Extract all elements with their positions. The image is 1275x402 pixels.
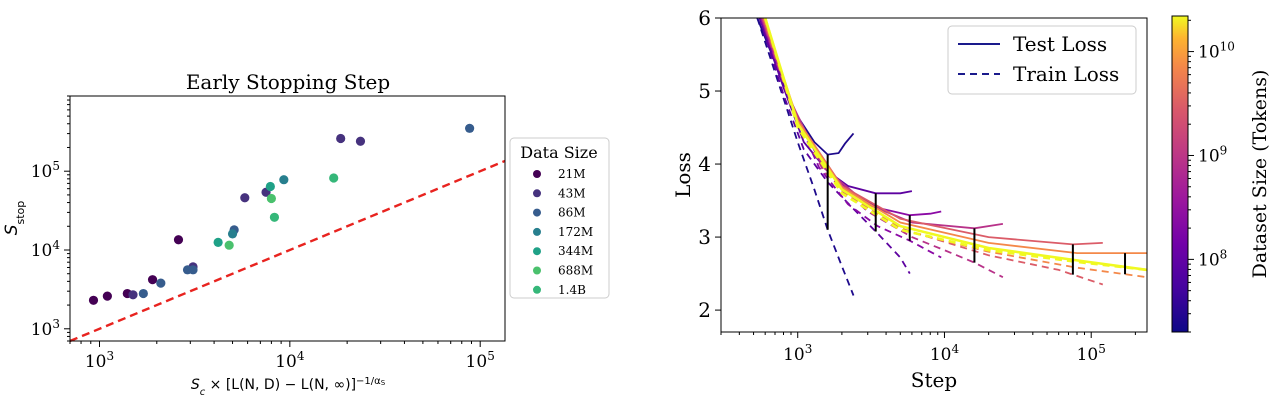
legend-marker-21M <box>533 170 541 178</box>
scatter-point-43M <box>128 290 138 300</box>
colorbar-tick-label: 108 <box>1198 247 1227 270</box>
scatter-point-688M <box>224 240 234 250</box>
scatter-point-688M <box>266 193 276 204</box>
loss-curves <box>756 18 1147 296</box>
y-axis-label: Sstop <box>2 201 27 236</box>
y-tick-label: 105 <box>31 159 60 182</box>
loss-curves-chart: 103 104 105 2 3 4 5 6 Step Loss Test Loss Trai… <box>671 6 1271 392</box>
early-stop-markers <box>826 154 1127 275</box>
x-tick-label: 104 <box>930 342 960 365</box>
legend-label-1.4B: 1.4B <box>558 283 586 297</box>
scatter-point-172M <box>279 175 289 185</box>
legend: Data Size 21M 43M 86M 172M 344M 688M 1.4B <box>509 137 610 299</box>
scatter-point-172M <box>227 229 238 239</box>
test-loss-curve <box>763 18 1147 272</box>
legend-label-86M: 86M <box>558 206 586 220</box>
scatter-point-344M <box>213 237 223 247</box>
colorbar-ticks: 108 109 1010 <box>1188 19 1235 333</box>
y-tick-label: 5 <box>698 79 711 103</box>
legend-label-344M: 344M <box>558 244 593 258</box>
reference-line <box>69 159 506 343</box>
legend-marker-688M <box>533 266 541 275</box>
reference-line-path <box>69 159 506 343</box>
plot-frame <box>720 17 1148 333</box>
y-tick-label: 6 <box>698 6 711 30</box>
legend-marker-86M <box>533 208 541 217</box>
y-tick-label: 4 <box>698 152 711 176</box>
scatter-point-86M <box>138 288 148 299</box>
colorbar-label: Dataset Size (Tokens) <box>1249 70 1271 279</box>
legend-marker-1.4B <box>533 285 541 294</box>
scatter-points <box>88 123 475 305</box>
legend-marker-43M <box>533 189 541 198</box>
scatter-point-21M <box>173 235 184 245</box>
x-tick-label: 105 <box>1077 342 1106 365</box>
x-tick-label: 104 <box>275 349 305 372</box>
scatter-point-1.4B <box>269 212 280 222</box>
scatter-point-86M <box>188 265 198 275</box>
scatter-point-43M <box>336 133 346 144</box>
colorbar-gradient <box>1171 15 1189 333</box>
scatter-point-344M <box>265 181 275 192</box>
scatter-point-86M <box>156 278 166 288</box>
x-tick-label: 105 <box>466 349 495 372</box>
legend-label-43M: 43M <box>558 186 586 200</box>
scatter-point-86M <box>465 123 475 133</box>
x-axis-ticks: 103 104 105 <box>720 332 1136 365</box>
x-axis-ticks: 103 104 105 <box>69 341 495 372</box>
x-tick-label: 103 <box>783 342 812 365</box>
legend-marker-344M <box>533 247 541 256</box>
train-loss-curve <box>763 18 1147 272</box>
scatter-point-43M <box>240 193 250 203</box>
scatter-point-21M <box>147 275 158 285</box>
x-tick-label: 103 <box>85 349 114 372</box>
chart-title: Early Stopping Step <box>186 70 390 94</box>
legend-frame <box>509 137 610 299</box>
legend-label-test: Test Loss <box>1013 32 1107 56</box>
legend-label-train: Train Loss <box>1013 62 1119 86</box>
plot-frame <box>69 95 506 342</box>
scatter-point-1.4B <box>329 173 339 183</box>
legend-label-21M: 21M <box>558 167 586 181</box>
train-loss-curve <box>758 18 911 275</box>
y-tick-label: 103 <box>31 317 60 340</box>
early-stopping-chart: Early Stopping Step 103 104 105 103104105 … <box>2 70 610 398</box>
legend-title: Data Size <box>520 143 597 162</box>
train-loss-curve <box>761 18 1004 279</box>
scatter-point-21M <box>102 291 112 301</box>
x-axis-label: Sc × [L(N, D) − L(N, ∞)]−1/αS <box>191 376 386 398</box>
colorbar: 108 109 1010 Dataset Size (Tokens) <box>1171 15 1271 333</box>
scatter-point-43M <box>355 136 366 146</box>
y-axis-ticks: 103 104 105 <box>31 95 70 342</box>
y-axis-label: Loss <box>671 152 695 198</box>
test-loss-curve <box>758 18 913 195</box>
y-tick-label: 104 <box>31 238 61 261</box>
y-tick-label: 3 <box>698 225 711 249</box>
colorbar-tick-label: 109 <box>1198 143 1227 166</box>
legend: Test Loss Train Loss <box>947 25 1137 95</box>
test-loss-curve <box>759 18 942 217</box>
train-loss-curve <box>756 18 855 296</box>
colorbar-tick-label: 1010 <box>1198 40 1235 63</box>
scatter-point-21M <box>88 295 99 305</box>
legend-marker-172M <box>533 227 541 236</box>
legend-label-172M: 172M <box>558 225 593 239</box>
x-axis-label: Step <box>911 368 957 392</box>
y-tick-label: 2 <box>698 298 711 322</box>
y-axis-ticks: 2 3 4 5 6 <box>698 6 721 322</box>
legend-label-688M: 688M <box>558 264 593 278</box>
